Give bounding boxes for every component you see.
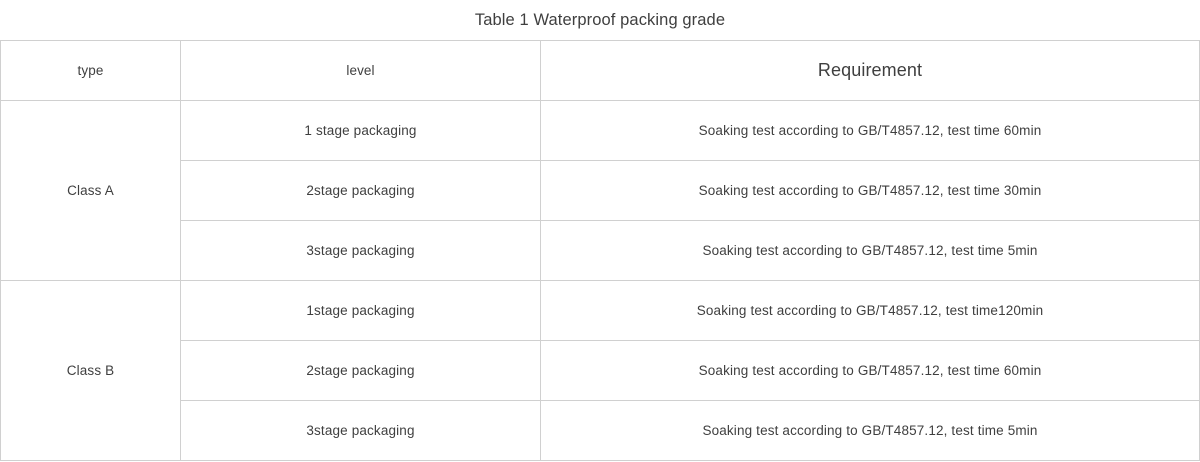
table-row: 3stage packaging Soaking test according … <box>1 400 1200 461</box>
cell-requirement: Soaking test according to GB/T4857.12, t… <box>540 280 1200 341</box>
table-row: 2stage packaging Soaking test according … <box>1 340 1200 401</box>
cell-requirement: Soaking test according to GB/T4857.12, t… <box>540 100 1200 161</box>
column-header-type: type <box>0 40 181 101</box>
table-row: 2stage packaging Soaking test according … <box>1 160 1200 221</box>
cell-type-class-b: Class B <box>0 280 181 461</box>
table-row: Class B 1stage packaging Soaking test ac… <box>0 280 1200 461</box>
cell-type-class-a: Class A <box>0 100 181 281</box>
cell-level: 3stage packaging <box>180 400 541 461</box>
column-header-requirement: Requirement <box>540 40 1200 101</box>
table-caption: Table 1 Waterproof packing grade <box>474 11 726 29</box>
table-header-row: type level Requirement <box>0 40 1200 101</box>
cell-level: 2stage packaging <box>180 340 541 401</box>
table-row: Class A 1 stage packaging Soaking test a… <box>0 100 1200 281</box>
cell-level: 1 stage packaging <box>180 100 541 161</box>
column-header-level: level <box>180 40 541 101</box>
cell-requirement: Soaking test according to GB/T4857.12, t… <box>540 220 1200 281</box>
cell-level: 2stage packaging <box>180 160 541 221</box>
cell-level: 3stage packaging <box>180 220 541 281</box>
cell-level: 1stage packaging <box>180 280 541 341</box>
waterproof-packing-grade-table: type level Requirement Class A 1 stage p… <box>0 40 1200 461</box>
table-row: 3stage packaging Soaking test according … <box>1 220 1200 281</box>
cell-requirement: Soaking test according to GB/T4857.12, t… <box>540 340 1200 401</box>
cell-requirement: Soaking test according to GB/T4857.12, t… <box>540 160 1200 221</box>
cell-requirement: Soaking test according to GB/T4857.12, t… <box>540 400 1200 461</box>
